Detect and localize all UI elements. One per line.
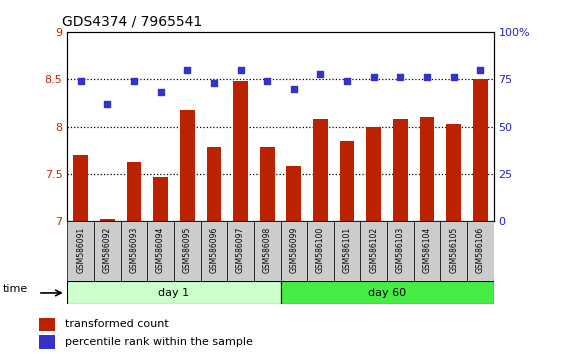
Text: GSM586098: GSM586098 [263, 227, 272, 273]
Bar [94, 221, 121, 281]
Bar [147, 221, 174, 281]
Text: percentile rank within the sample: percentile rank within the sample [65, 337, 252, 347]
Text: time: time [3, 284, 28, 295]
Bar [67, 281, 280, 304]
Bar [467, 221, 494, 281]
Text: GDS4374 / 7965541: GDS4374 / 7965541 [62, 14, 202, 28]
Text: GSM586106: GSM586106 [476, 227, 485, 273]
Text: GSM586104: GSM586104 [422, 227, 431, 273]
Bar [260, 147, 274, 221]
Bar [67, 221, 94, 281]
Text: GSM586097: GSM586097 [236, 227, 245, 273]
Bar [447, 124, 461, 221]
Bar [153, 177, 168, 221]
Bar [73, 155, 88, 221]
Bar [307, 221, 334, 281]
Text: GSM586099: GSM586099 [289, 227, 298, 273]
Bar [39, 318, 55, 331]
Text: day 60: day 60 [368, 288, 406, 298]
Point [156, 90, 165, 95]
Bar [287, 166, 301, 221]
Bar [334, 221, 360, 281]
Bar [227, 221, 254, 281]
Point [316, 71, 325, 76]
Bar [366, 127, 381, 221]
Text: GSM586091: GSM586091 [76, 227, 85, 273]
Bar [39, 335, 55, 349]
Point [130, 78, 139, 84]
Point [76, 78, 85, 84]
Text: GSM586092: GSM586092 [103, 227, 112, 273]
Text: day 1: day 1 [158, 288, 190, 298]
Point [476, 67, 485, 73]
Point [343, 78, 352, 84]
Text: GSM586100: GSM586100 [316, 227, 325, 273]
Bar [473, 79, 488, 221]
Text: GSM586096: GSM586096 [209, 227, 218, 273]
Point [449, 74, 458, 80]
Text: GSM586102: GSM586102 [369, 227, 378, 273]
Bar [360, 221, 387, 281]
Point [236, 67, 245, 73]
Bar [280, 281, 494, 304]
Bar [413, 221, 440, 281]
Bar [127, 161, 141, 221]
Point [209, 80, 218, 86]
Text: transformed count: transformed count [65, 319, 168, 329]
Text: GSM586105: GSM586105 [449, 227, 458, 273]
Point [289, 86, 298, 92]
Bar [206, 147, 221, 221]
Bar [180, 109, 195, 221]
Text: GSM586095: GSM586095 [183, 227, 192, 273]
Point [422, 74, 431, 80]
Point [396, 74, 405, 80]
Bar [393, 119, 408, 221]
Bar [201, 221, 227, 281]
Bar [340, 141, 355, 221]
Bar [420, 117, 434, 221]
Text: GSM586093: GSM586093 [130, 227, 139, 273]
Bar [233, 81, 248, 221]
Bar [440, 221, 467, 281]
Point [183, 67, 192, 73]
Bar [174, 221, 201, 281]
Bar [280, 221, 307, 281]
Point [263, 78, 272, 84]
Point [103, 101, 112, 107]
Bar [313, 119, 328, 221]
Bar [387, 221, 413, 281]
Bar [121, 221, 147, 281]
Text: GSM586103: GSM586103 [396, 227, 405, 273]
Text: GSM586094: GSM586094 [156, 227, 165, 273]
Text: GSM586101: GSM586101 [343, 227, 352, 273]
Point [369, 74, 378, 80]
Bar [254, 221, 280, 281]
Bar [100, 219, 114, 221]
